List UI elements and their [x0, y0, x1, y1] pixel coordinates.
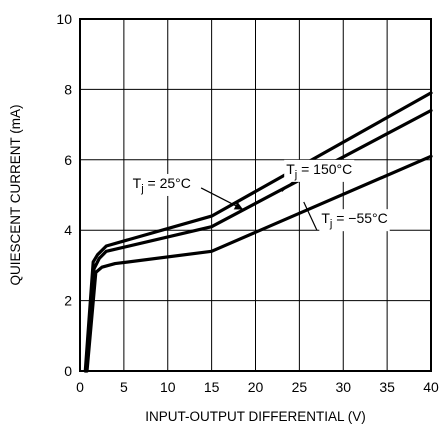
y-tick-label: 6 [64, 152, 72, 168]
y-tick-label: 10 [56, 11, 72, 27]
series-line-t25 [84, 108, 433, 373]
y-tick-label: 4 [64, 222, 72, 238]
y-axis-title: QUIESCENT CURRENT (mA) [8, 104, 23, 285]
series-label-t150: Tj = 150°C [286, 161, 352, 181]
y-tick-label: 2 [64, 293, 72, 309]
leader-line-tm55 [303, 201, 318, 231]
y-tick-label: 8 [64, 81, 72, 97]
x-tick-label: 15 [204, 379, 220, 395]
plot-frame [79, 18, 432, 372]
x-tick-label: 20 [248, 379, 264, 395]
tick-labels: 0 5 10 15 20 25 30 35 40 0 2 4 6 8 10 [56, 11, 439, 395]
y-tick-label: 0 [64, 363, 72, 379]
series-label-tm55: Tj = −55°C [321, 210, 387, 230]
x-tick-label: 5 [120, 379, 128, 395]
series-line-tm55 [85, 154, 433, 373]
series-label-t25: Tj = 25°C [133, 175, 191, 195]
series-lines [83, 91, 433, 373]
leader-line-t25 [200, 187, 244, 210]
x-tick-label: 35 [379, 379, 395, 395]
label-background-t150 [284, 159, 355, 182]
x-axis-title: INPUT-OUTPUT DIFFERENTIAL (V) [145, 409, 366, 424]
x-tick-label: 30 [335, 379, 351, 395]
x-tick-label: 40 [423, 379, 439, 395]
label-background-t25 [130, 173, 193, 196]
series-annotations: Tj = 150°C Tj = 25°C Tj = −55°C [130, 159, 390, 232]
label-background-tm55 [319, 209, 390, 232]
x-tick-label: 0 [76, 379, 84, 395]
x-tick-label: 25 [292, 379, 308, 395]
x-tick-label: 10 [160, 379, 176, 395]
